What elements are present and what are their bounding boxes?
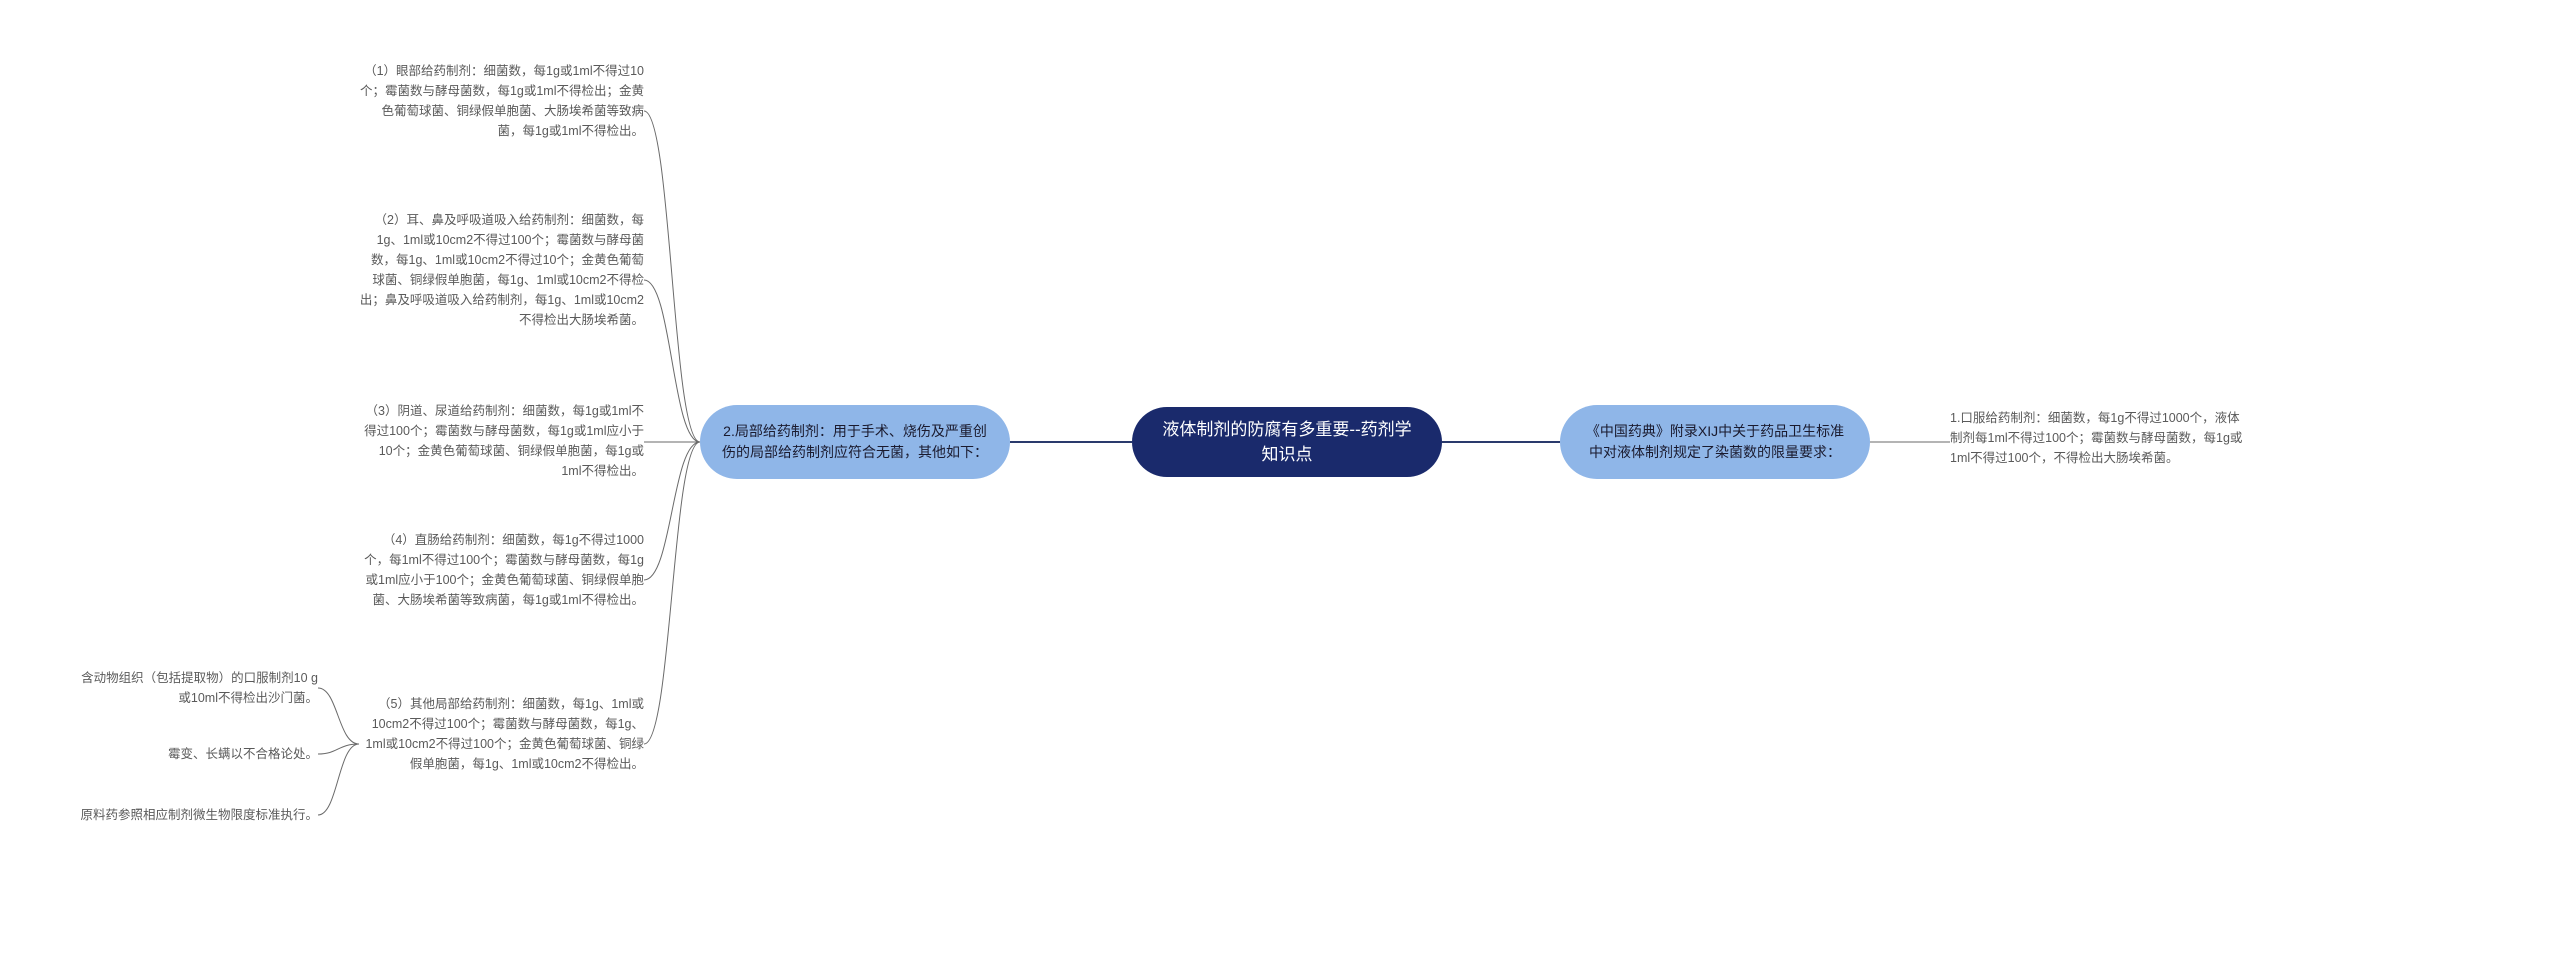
branch-left[interactable]: 2.局部给药制剂：用于手术、烧伤及严重创伤的局部给药制剂应符合无菌，其他如下：: [700, 405, 1010, 479]
leaf-left-5-child-1[interactable]: 含动物组织（包括提取物）的口服制剂10 g或10ml不得检出沙门菌。: [78, 668, 318, 708]
leaf-left-4[interactable]: （4）直肠给药制剂：细菌数，每1g不得过1000个，每1ml不得过100个；霉菌…: [359, 530, 644, 610]
leaf-left-5-child-3[interactable]: 原料药参照相应制剂微生物限度标准执行。: [78, 805, 318, 825]
leaf-left-5[interactable]: （5）其他局部给药制剂：细菌数，每1g、1ml或10cm2不得过100个；霉菌数…: [359, 694, 644, 774]
leaf-left-5-child-2[interactable]: 霉变、长螨以不合格论处。: [78, 744, 318, 764]
root-node[interactable]: 液体制剂的防腐有多重要--药剂学知识点: [1132, 407, 1442, 477]
leaf-left-1[interactable]: （1）眼部给药制剂：细菌数，每1g或1ml不得过10个；霉菌数与酵母菌数，每1g…: [359, 61, 644, 141]
connector-lines: [0, 0, 2560, 969]
leaf-right-1[interactable]: 1.口服给药制剂：细菌数，每1g不得过1000个，液体制剂每1ml不得过100个…: [1950, 408, 2250, 468]
branch-right[interactable]: 《中国药典》附录XIJ中关于药品卫生标准中对液体制剂规定了染菌数的限量要求：: [1560, 405, 1870, 479]
leaf-left-2[interactable]: （2）耳、鼻及呼吸道吸入给药制剂：细菌数，每1g、1ml或10cm2不得过100…: [359, 210, 644, 330]
mindmap-canvas: 液体制剂的防腐有多重要--药剂学知识点 《中国药典》附录XIJ中关于药品卫生标准…: [0, 0, 2560, 969]
leaf-left-3[interactable]: （3）阴道、尿道给药制剂：细菌数，每1g或1ml不得过100个；霉菌数与酵母菌数…: [359, 401, 644, 481]
